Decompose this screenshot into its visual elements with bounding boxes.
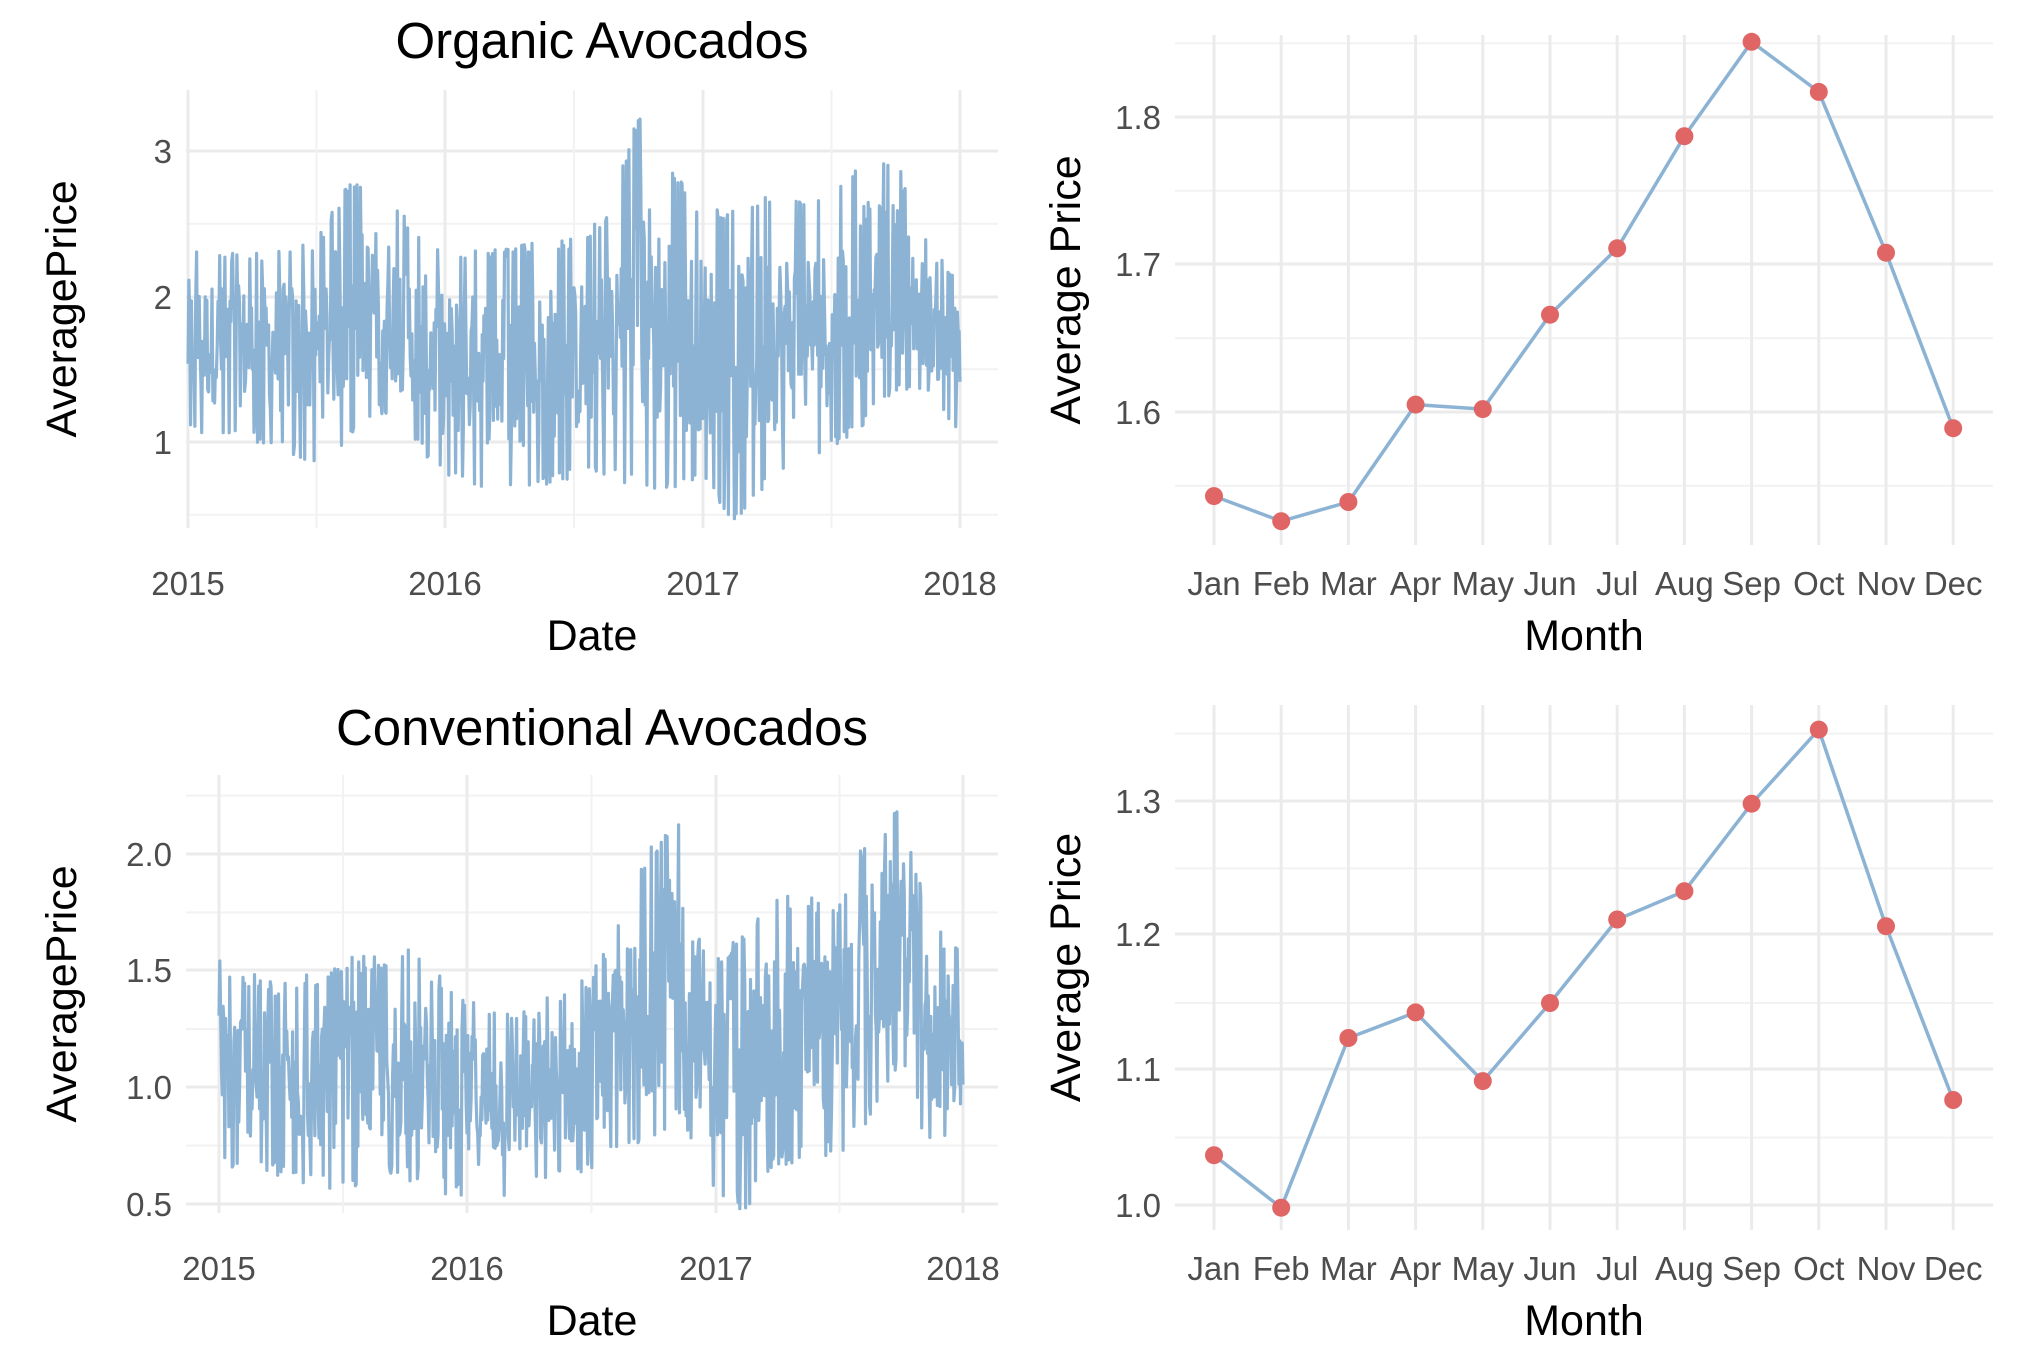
x-tick-label-jun: Jun: [1523, 1250, 1576, 1287]
x-tick-label-oct: Oct: [1793, 1250, 1844, 1287]
x-tick-label: 2018: [926, 1250, 999, 1287]
data-point-feb: [1272, 1198, 1291, 1217]
price-series-line: [217, 810, 965, 1211]
data-point-aug: [1675, 127, 1694, 146]
y-tick-label: 1.7: [1115, 246, 1161, 283]
x-tick-label-jun: Jun: [1523, 565, 1576, 602]
x-tick-label: 2017: [666, 565, 739, 602]
y-tick-label: 1.2: [1115, 916, 1161, 953]
data-point-jul: [1608, 910, 1627, 929]
x-tick-label: 2018: [923, 565, 996, 602]
y-tick-label: 3: [154, 133, 172, 170]
data-point-jul: [1608, 239, 1627, 258]
x-tick-label-apr: Apr: [1390, 1250, 1441, 1287]
x-tick-label-jan: Jan: [1187, 565, 1240, 602]
y-tick-label: 1.5: [126, 952, 172, 989]
x-tick-label-sep: Sep: [1722, 1250, 1781, 1287]
price-series-line: [186, 117, 962, 521]
data-point-feb: [1272, 512, 1291, 531]
x-tick-label-feb: Feb: [1253, 565, 1310, 602]
x-tick-label-aug: Aug: [1655, 565, 1714, 602]
x-tick-label: 2017: [679, 1250, 752, 1287]
x-axis-title: Month: [1524, 612, 1644, 660]
y-axis-title: Average Price: [1042, 155, 1090, 424]
data-point-dec: [1944, 419, 1963, 438]
x-tick-label: 2015: [151, 565, 224, 602]
y-tick-label: 2.0: [126, 836, 172, 873]
y-axis-title: AveragePrice: [38, 180, 86, 437]
data-point-sep: [1742, 32, 1761, 51]
data-point-apr: [1406, 1003, 1425, 1022]
panel-1: 1 2 3 2015 2016 2017 2018 Date AveragePrice Organ…: [38, 12, 998, 660]
y-tick-label: 1.1: [1115, 1051, 1161, 1088]
x-tick-label-may: May: [1452, 1250, 1515, 1287]
monthly-average-line: [1212, 727, 1955, 1210]
x-tick-label-dec: Dec: [1924, 565, 1983, 602]
x-tick-label-oct: Oct: [1793, 565, 1844, 602]
x-axis-title: Month: [1524, 1297, 1644, 1345]
y-axis-title: Average Price: [1042, 833, 1090, 1102]
tick-labels: 1.0 1.1 1.2 1.3 Jan Feb Mar Apr May Jun Jul Aug Sep O…: [1115, 783, 1982, 1287]
x-tick-label-mar: Mar: [1320, 565, 1377, 602]
data-point-dec: [1944, 1091, 1963, 1109]
data-point-jun: [1541, 994, 1559, 1012]
y-tick-label: 1.3: [1115, 783, 1161, 820]
x-tick-label-feb: Feb: [1253, 1250, 1310, 1287]
y-tick-label: 1.8: [1115, 99, 1161, 136]
y-tick-label: 1.0: [1115, 1187, 1161, 1224]
chart-title: Conventional Avocados: [336, 699, 868, 756]
data-point-nov: [1877, 917, 1895, 936]
data-point-mar: [1339, 1029, 1358, 1047]
y-axis-title: AveragePrice: [38, 865, 86, 1122]
x-tick-label-aug: Aug: [1655, 1250, 1714, 1287]
x-tick-label-dec: Dec: [1924, 1250, 1983, 1287]
data-point-oct: [1809, 82, 1828, 101]
gridlines: [1175, 705, 1993, 1230]
x-tick-label-jan: Jan: [1187, 1250, 1240, 1287]
x-tick-label-nov: Nov: [1857, 565, 1916, 602]
x-tick-label: 2016: [430, 1250, 503, 1287]
x-tick-label-jul: Jul: [1596, 1250, 1638, 1287]
y-tick-label: 1.6: [1115, 394, 1161, 431]
gridlines: [1175, 35, 1993, 545]
panel-2: 1.6 1.7 1.8 Jan Feb Mar Apr May Jun Jul Aug Sep Oct N…: [1042, 32, 1993, 660]
y-tick-label: 0.5: [126, 1186, 172, 1223]
y-tick-label: 1.0: [126, 1069, 172, 1106]
data-point-mar: [1339, 493, 1358, 511]
data-point-nov: [1877, 243, 1895, 262]
x-tick-label-nov: Nov: [1857, 1250, 1916, 1287]
monthly-average-line: [1213, 40, 1955, 523]
tick-labels: 1 2 3 2015 2016 2017 2018: [151, 133, 996, 602]
y-tick-label: 1: [154, 424, 172, 461]
panel-3: 0.5 1.0 1.5 2.0 2015 2016 2017 2018 Date AverageP…: [38, 699, 1000, 1345]
x-tick-label-apr: Apr: [1390, 565, 1441, 602]
data-point-sep: [1742, 794, 1761, 813]
data-point-aug: [1675, 882, 1694, 901]
data-point-apr: [1406, 395, 1425, 414]
data-point-jun: [1541, 305, 1559, 324]
x-tick-label: 2015: [182, 1250, 255, 1287]
x-tick-label-may: May: [1452, 565, 1515, 602]
data-point-jan: [1205, 487, 1223, 506]
chart-title: Organic Avocados: [396, 12, 809, 69]
x-tick-label-mar: Mar: [1320, 1250, 1377, 1287]
x-axis-title: Date: [547, 612, 638, 660]
data-point-may: [1473, 1072, 1492, 1091]
data-point-oct: [1809, 720, 1828, 739]
data-point-may: [1473, 400, 1492, 419]
y-tick-label: 2: [154, 279, 172, 316]
x-tick-label-sep: Sep: [1722, 565, 1781, 602]
x-tick-label: 2016: [408, 565, 481, 602]
tick-labels: 0.5 1.0 1.5 2.0 2015 2016 2017 2018: [126, 836, 1000, 1287]
tick-labels: 1.6 1.7 1.8 Jan Feb Mar Apr May Jun Jul Aug Sep Oct N…: [1115, 99, 1982, 602]
x-axis-title: Date: [547, 1297, 638, 1345]
x-tick-label-jul: Jul: [1596, 565, 1638, 602]
panel-4: 1.0 1.1 1.2 1.3 Jan Feb Mar Apr May Jun Jul Aug Sep O…: [1042, 705, 1993, 1345]
data-point-jan: [1205, 1146, 1223, 1165]
